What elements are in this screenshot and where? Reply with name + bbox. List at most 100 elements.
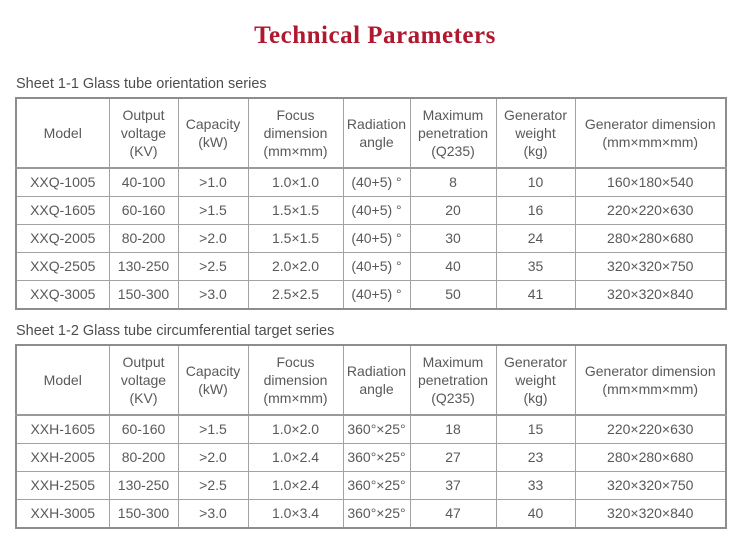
column-header-line: weight <box>515 372 556 388</box>
table-cell-maximum-penetration: 47 <box>409 499 497 529</box>
column-header-maximum-penetration: Maximum penetration (Q235) <box>409 97 497 169</box>
column-header-line: (mm×mm) <box>263 143 328 159</box>
table-cell-generator-weight: 35 <box>495 252 576 281</box>
table-row: XXQ-1005 40-100 >1.0 1.0×1.0 (40+5) ° 8 10 160×… <box>15 167 727 197</box>
column-header-focus-dimension: Focus dimension (mm×mm) <box>247 97 344 169</box>
header-row: Model Output voltage (KV) Capacity (kW) Focus d… <box>15 344 727 416</box>
sheet-caption: Sheet 1-1 Glass tube orientation series <box>16 76 267 92</box>
column-header-line: (Q235) <box>431 143 475 159</box>
parameters-table-2: Model Output voltage (KV) Capacity (kW) Focus d… <box>15 344 727 529</box>
column-header-line: (Q235) <box>431 390 475 406</box>
table-cell-generator-dimension: 320×320×750 <box>574 252 727 281</box>
column-header-model: Model <box>15 97 110 169</box>
table-row: XXH-3005 150-300 >3.0 1.0×3.4 360°×25° 47 40 32… <box>15 499 727 529</box>
column-header-line: Radiation <box>346 363 407 379</box>
table-cell-focus-dimension: 2.5×2.5 <box>247 280 344 310</box>
column-header-line: angle <box>359 134 394 150</box>
table-section-1: Sheet 1-1 Glass tube orientation series M… <box>15 76 735 310</box>
table-cell-capacity: >2.5 <box>177 252 249 281</box>
table-cell-capacity: >1.5 <box>177 196 249 225</box>
column-header-line: Generator <box>503 107 568 123</box>
table-cell-generator-weight: 10 <box>495 167 576 197</box>
table-cell-focus-dimension: 1.0×2.4 <box>247 471 344 500</box>
table-cell-radiation-angle: (40+5) ° <box>342 280 411 310</box>
column-header-line: (kW) <box>198 381 228 397</box>
table-cell-generator-weight: 16 <box>495 196 576 225</box>
table-cell-radiation-angle: 360°×25° <box>342 471 411 500</box>
column-header-line: (kW) <box>198 134 228 150</box>
table-cell-model: XXH-3005 <box>15 499 110 529</box>
table-cell-model: XXQ-1605 <box>15 196 110 225</box>
table-cell-generator-dimension: 220×220×630 <box>574 196 727 225</box>
column-header-line: Output <box>122 107 165 123</box>
column-header-radiation-angle: Radiation angle <box>342 344 411 416</box>
table-cell-generator-weight: 41 <box>495 280 576 310</box>
table-cell-generator-weight: 24 <box>495 224 576 253</box>
column-header-capacity: Capacity (kW) <box>177 344 249 416</box>
table-row: XXQ-2505 130-250 >2.5 2.0×2.0 (40+5) ° 40 35 32… <box>15 252 727 281</box>
table-cell-generator-dimension: 160×180×540 <box>574 167 727 197</box>
column-header-generator-weight: Generator weight (kg) <box>495 97 576 169</box>
column-header-line: dimension <box>263 125 328 141</box>
table-cell-generator-dimension: 280×280×680 <box>574 224 727 253</box>
table-cell-generator-weight: 15 <box>495 414 576 444</box>
table-cell-output-voltage: 80-200 <box>108 443 179 472</box>
column-header-generator-dimension: Generator dimension (mm×mm×mm) <box>574 97 727 169</box>
table-cell-radiation-angle: (40+5) ° <box>342 252 411 281</box>
column-header-line: Focus <box>276 107 315 123</box>
table-cell-model: XXQ-2505 <box>15 252 110 281</box>
table-row: XXH-1605 60-160 >1.5 1.0×2.0 360°×25° 18 15 220… <box>15 414 727 444</box>
header-row: Model Output voltage (KV) Capacity (kW) Focus d… <box>15 97 727 169</box>
table-cell-focus-dimension: 2.0×2.0 <box>247 252 344 281</box>
column-header-focus-dimension: Focus dimension (mm×mm) <box>247 344 344 416</box>
table-cell-generator-dimension: 280×280×680 <box>574 443 727 472</box>
tables-container: Sheet 1-1 Glass tube orientation series M… <box>15 76 735 529</box>
table-cell-radiation-angle: 360°×25° <box>342 443 411 472</box>
table-cell-generator-weight: 40 <box>495 499 576 529</box>
column-header-model: Model <box>15 344 110 416</box>
table-cell-model: XXQ-3005 <box>15 280 110 310</box>
table-cell-output-voltage: 130-250 <box>108 252 179 281</box>
table-cell-radiation-angle: (40+5) ° <box>342 167 411 197</box>
table-cell-radiation-angle: (40+5) ° <box>342 196 411 225</box>
column-header-line: Maximum <box>422 354 484 370</box>
column-header-line: Generator dimension <box>584 363 716 379</box>
table-cell-model: XXQ-2005 <box>15 224 110 253</box>
column-header-line: (mm×mm) <box>263 390 328 406</box>
column-header-line: angle <box>359 381 394 397</box>
column-header-line: penetration <box>417 125 489 141</box>
table-cell-model: XXH-1605 <box>15 414 110 444</box>
table-cell-generator-weight: 23 <box>495 443 576 472</box>
table-cell-generator-dimension: 320×320×840 <box>574 280 727 310</box>
technical-parameters-page: Technical Parameters Sheet 1-1 Glass tub… <box>15 0 735 529</box>
table-cell-generator-weight: 33 <box>495 471 576 500</box>
table-cell-capacity: >1.5 <box>177 414 249 444</box>
column-header-line: (KV) <box>129 390 158 406</box>
table-cell-radiation-angle: 360°×25° <box>342 414 411 444</box>
column-header-line: Focus <box>276 354 315 370</box>
column-header-line: voltage <box>120 372 167 388</box>
column-header-maximum-penetration: Maximum penetration (Q235) <box>409 344 497 416</box>
table-cell-generator-dimension: 320×320×750 <box>574 471 727 500</box>
parameters-table-1: Model Output voltage (KV) Capacity (kW) Focus d… <box>15 97 727 310</box>
table-cell-generator-dimension: 220×220×630 <box>574 414 727 444</box>
table-cell-maximum-penetration: 8 <box>409 167 497 197</box>
column-header-output-voltage: Output voltage (KV) <box>108 97 179 169</box>
table-cell-focus-dimension: 1.0×3.4 <box>247 499 344 529</box>
column-header-generator-weight: Generator weight (kg) <box>495 344 576 416</box>
table-section-2: Sheet 1-2 Glass tube circumferential tar… <box>15 323 735 529</box>
table-row: XXQ-1605 60-160 >1.5 1.5×1.5 (40+5) ° 20 16 220… <box>15 196 727 225</box>
table-row: XXQ-3005 150-300 >3.0 2.5×2.5 (40+5) ° 50 41 32… <box>15 280 727 310</box>
table-cell-maximum-penetration: 20 <box>409 196 497 225</box>
table-cell-focus-dimension: 1.5×1.5 <box>247 196 344 225</box>
column-header-capacity: Capacity (kW) <box>177 97 249 169</box>
table-row: XXQ-2005 80-200 >2.0 1.5×1.5 (40+5) ° 30 24 280… <box>15 224 727 253</box>
table-cell-output-voltage: 60-160 <box>108 196 179 225</box>
sheet-caption: Sheet 1-2 Glass tube circumferential tar… <box>16 323 335 339</box>
table-cell-capacity: >3.0 <box>177 499 249 529</box>
table-cell-maximum-penetration: 27 <box>409 443 497 472</box>
page-title: Technical Parameters <box>254 22 496 49</box>
column-header-line: (KV) <box>129 143 158 159</box>
table-cell-maximum-penetration: 30 <box>409 224 497 253</box>
table-cell-model: XXQ-1005 <box>15 167 110 197</box>
